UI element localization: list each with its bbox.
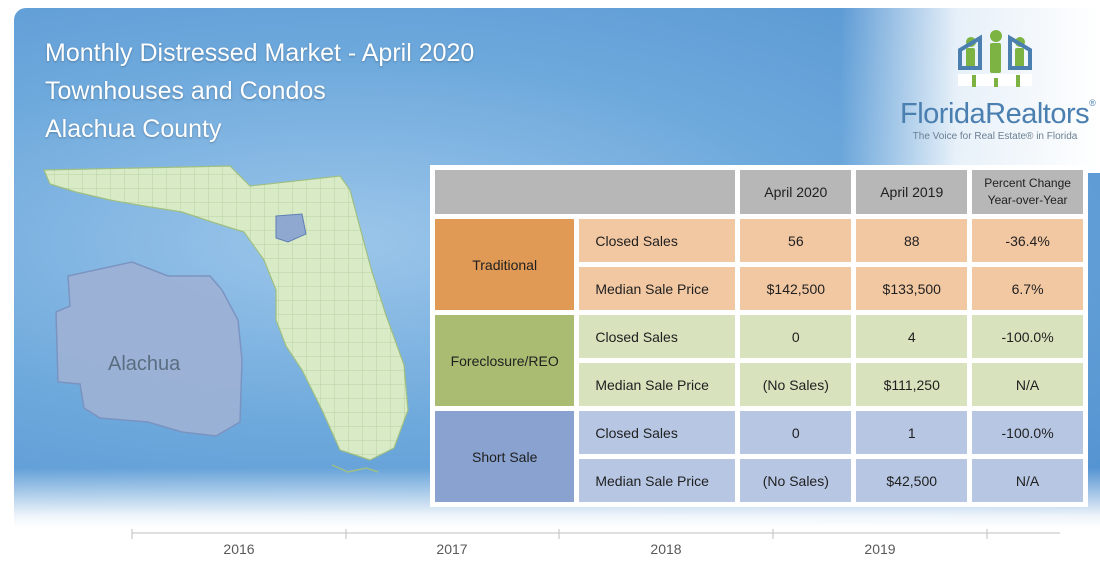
table-row: Foreclosure/REO Closed Sales 0 4 -100.0% <box>435 315 1083 406</box>
group-label-short-sale: Short Sale <box>435 411 575 502</box>
value-2019: 4 <box>856 315 968 358</box>
title-line-1: Monthly Distressed Market - April 2020 <box>45 39 475 67</box>
value-2020: (No Sales) <box>740 459 852 502</box>
value-2019: 1 <box>856 411 968 454</box>
value-2020: 56 <box>740 219 852 262</box>
page-title: Monthly Distressed Market - April 2020 T… <box>45 34 474 148</box>
value-2019: $133,500 <box>856 267 968 310</box>
row-label: Closed Sales <box>579 411 736 454</box>
banner-fade <box>840 8 1100 173</box>
title-line-3: Alachua County <box>45 115 222 143</box>
logo-wordmark: FloridaRealtors® <box>900 98 1096 131</box>
row-label: Median Sale Price <box>579 267 736 310</box>
value-2020: 0 <box>740 315 852 358</box>
header-blank-cell <box>435 170 736 214</box>
header-april-2019: April 2019 <box>856 170 968 214</box>
value-2020: $142,500 <box>740 267 852 310</box>
people-house-icon <box>958 30 1032 87</box>
value-pct-change: -36.4% <box>972 219 1083 262</box>
row-label: Closed Sales <box>579 315 736 358</box>
header-percent-change-line2: Year-over-Year <box>987 193 1068 207</box>
stats-table: April 2020 April 2019 Percent Change Yea… <box>430 165 1088 507</box>
value-pct-change: N/A <box>972 459 1083 502</box>
florida-map: Alachua <box>43 165 409 473</box>
value-pct-change: -100.0% <box>972 411 1083 454</box>
header-percent-change: Percent Change Year-over-Year <box>972 170 1083 214</box>
value-pct-change: 6.7% <box>972 267 1083 310</box>
row-label: Median Sale Price <box>579 363 736 406</box>
table-row: Median Sale Price (No Sales) $111,250 N/… <box>435 363 1083 406</box>
axis-label-2016: 2016 <box>223 541 255 557</box>
axis-label-2018: 2018 <box>650 541 682 557</box>
year-axis: 2016 2017 2018 2019 <box>0 527 1100 565</box>
registered-mark: ® <box>1089 98 1096 108</box>
title-line-2: Townhouses and Condos <box>45 77 326 105</box>
inset-county-label: Alachua <box>108 353 181 375</box>
florida-state-shape <box>43 165 409 473</box>
value-2020: (No Sales) <box>740 363 852 406</box>
value-2020: 0 <box>740 411 852 454</box>
year-axis-line <box>131 529 1060 539</box>
group-label-foreclosure: Foreclosure/REO <box>435 315 575 406</box>
florida-realtors-logo: FloridaRealtors® The Voice for Real Esta… <box>900 28 1096 146</box>
logo-tagline: The Voice for Real Estate® in Florida <box>912 131 1078 142</box>
axis-label-2019: 2019 <box>864 541 896 557</box>
header-percent-change-line1: Percent Change <box>984 176 1071 190</box>
distressed-market-table: April 2020 April 2019 Percent Change Yea… <box>430 165 1088 507</box>
axis-label-2017: 2017 <box>436 541 468 557</box>
alachua-county-highlight <box>275 213 307 243</box>
table-row: Median Sale Price $142,500 $133,500 6.7% <box>435 267 1083 310</box>
logo-name-part2: Realtors <box>985 98 1090 130</box>
alachua-inset: Alachua <box>55 261 243 437</box>
table-row: Traditional Closed Sales 56 88 -36.4% <box>435 219 1083 310</box>
row-label: Median Sale Price <box>579 459 736 502</box>
table-row: Median Sale Price (No Sales) $42,500 N/A <box>435 459 1083 502</box>
group-label-traditional: Traditional <box>435 219 575 310</box>
row-label: Closed Sales <box>579 219 736 262</box>
header-april-2020: April 2020 <box>740 170 852 214</box>
value-2019: $111,250 <box>856 363 968 406</box>
value-pct-change: N/A <box>972 363 1083 406</box>
table-row: Short Sale Closed Sales 0 1 -100.0% <box>435 411 1083 502</box>
logo-name-part1: Florida <box>900 98 986 130</box>
value-pct-change: -100.0% <box>972 315 1083 358</box>
value-2019: $42,500 <box>856 459 968 502</box>
value-2019: 88 <box>856 219 968 262</box>
